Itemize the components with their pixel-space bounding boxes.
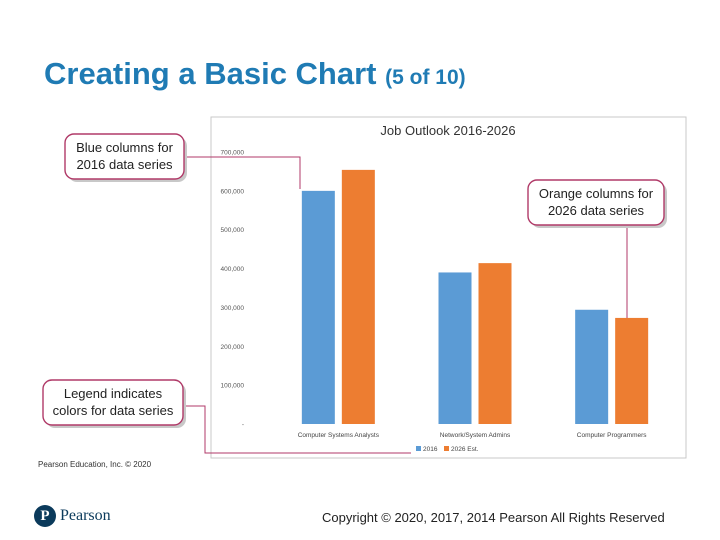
y-tick-label: 300,000	[221, 305, 245, 312]
bar-2026-1	[478, 263, 512, 424]
slide-title-main: Creating a Basic Chart	[44, 56, 377, 91]
x-tick-label: Computer Programmers	[577, 432, 647, 439]
legend-callout-line-1: colors for data series	[53, 403, 174, 418]
bar-2026-2	[615, 317, 649, 424]
orange-callout-line-0: Orange columns for	[539, 186, 654, 201]
y-tick-label: 500,000	[221, 227, 245, 234]
pearson-logo-mark: P	[34, 505, 56, 527]
x-tick-label: Computer Systems Analysts	[298, 432, 380, 439]
y-tick-label: -	[242, 422, 244, 429]
orange-callout-box	[527, 179, 665, 226]
y-tick-label: 200,000	[221, 344, 245, 351]
x-tick-label: Network/System Admins	[440, 432, 511, 439]
slide-title: Creating a Basic Chart (5 of 10)	[44, 56, 466, 92]
blue-callout-connector	[182, 156, 301, 189]
legend-callout-connector	[182, 405, 411, 454]
blue-callout-line-1: 2016 data series	[76, 157, 173, 172]
legend-label-0: 2016	[423, 446, 438, 453]
legend-swatch-1	[444, 446, 449, 451]
bar-2026-0	[341, 169, 375, 424]
legend-callout-line-0: Legend indicates	[64, 386, 163, 401]
orange-callout-line-1: 2026 data series	[548, 203, 645, 218]
chart-title: Job Outlook 2016-2026	[380, 123, 515, 138]
y-tick-label: 700,000	[221, 150, 245, 157]
legend-callout-box	[42, 379, 184, 426]
bar-2016-1	[438, 272, 472, 424]
blue-callout-box	[64, 133, 185, 180]
pearson-logo: P Pearson	[34, 505, 111, 527]
copyright-text: Copyright © 2020, 2017, 2014 Pearson All…	[322, 510, 665, 525]
y-tick-label: 600,000	[221, 188, 245, 195]
legend-label-1: 2026 Est.	[451, 446, 479, 453]
slide-title-part: (5 of 10)	[385, 66, 466, 89]
pearson-logo-text: Pearson	[60, 507, 111, 524]
y-tick-label: 400,000	[221, 266, 245, 273]
credit-text: Pearson Education, Inc. © 2020	[38, 460, 152, 469]
blue-callout-line-0: Blue columns for	[76, 140, 173, 155]
bar-2016-0	[301, 190, 335, 424]
bar-2016-2	[575, 309, 609, 424]
y-tick-label: 100,000	[221, 383, 245, 390]
legend-swatch-0	[416, 446, 421, 451]
